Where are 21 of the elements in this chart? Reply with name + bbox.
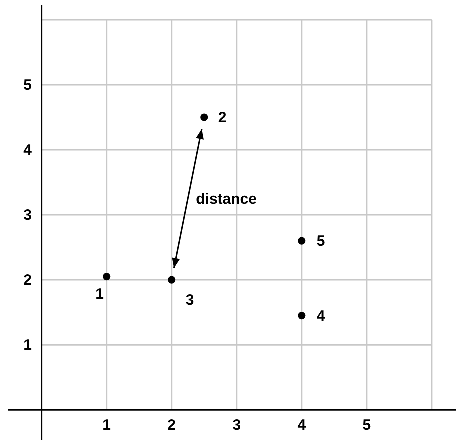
x-tick-label: 1 xyxy=(102,417,112,434)
y-tick-label: 4 xyxy=(24,142,33,159)
point xyxy=(298,312,306,320)
x-tick-label: 2 xyxy=(168,417,176,434)
annotation: distance xyxy=(196,190,257,208)
point xyxy=(298,237,306,245)
x-tick-label: 3 xyxy=(232,417,242,434)
annotation: 4 xyxy=(316,308,326,325)
y-tick-label: 1 xyxy=(24,337,32,354)
point xyxy=(103,273,111,281)
y-tick-label: 3 xyxy=(24,207,32,224)
annotation: 1 xyxy=(96,286,104,303)
y-tick-label: 5 xyxy=(24,76,32,94)
annotation: 3 xyxy=(186,292,194,310)
point xyxy=(168,276,176,284)
point xyxy=(200,114,208,122)
x-tick-label: 4 xyxy=(298,417,307,434)
x-tick-label: 5 xyxy=(362,417,372,434)
annotation: 2 xyxy=(218,109,227,126)
annotation: 5 xyxy=(316,233,326,250)
y-tick-label: 2 xyxy=(24,272,32,290)
